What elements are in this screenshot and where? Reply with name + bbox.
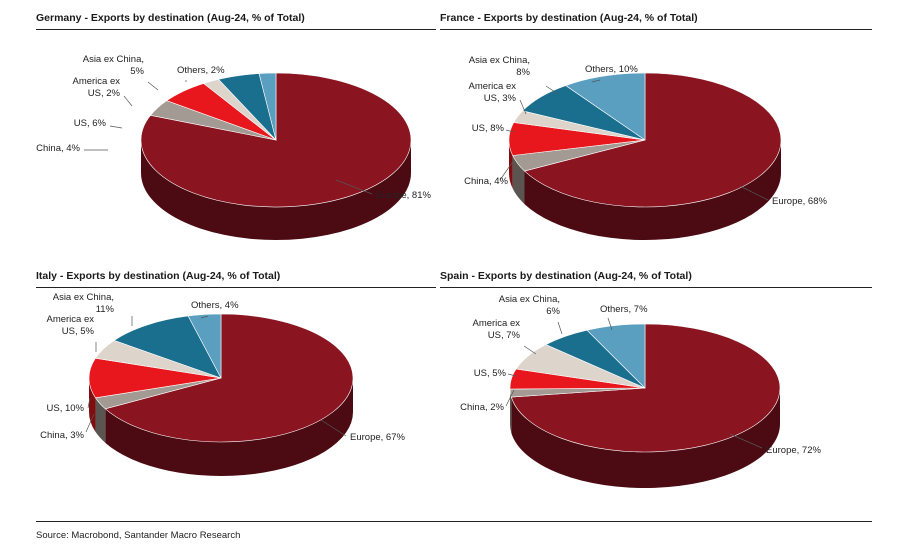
italy-chart: Italy - Exports by destination (Aug-24, … [36,268,476,518]
leader-line-europe [729,433,763,449]
leader-line-us [505,129,515,133]
data-label-europe: Europe, 67% [350,432,405,443]
data-label-america-ex-us: America ex US, 7% [472,318,520,341]
data-label-asia-ex-china: Asia ex China, 11% [53,292,115,315]
data-label-europe: Europe, 72% [766,445,821,456]
title-rule [36,287,436,288]
pie-slice-others [258,72,277,141]
footer-rule [36,521,872,522]
data-label-us: US, 8% [472,123,505,134]
germany-chart: Germany - Exports by destination (Aug-24… [36,10,476,260]
leader-line-others [591,79,601,83]
france-chart: France - Exports by destination (Aug-24,… [440,10,880,260]
pie-slice-us [88,357,222,399]
leader-line-asia-ex-china [147,81,159,91]
data-label-us: US, 5% [474,368,507,379]
leader-line-china [85,413,95,433]
pie-side-europe [105,378,353,476]
leader-line-others [200,315,209,319]
leader-line-asia-ex-china [545,85,559,95]
data-label-america-ex-us: America ex US, 2% [72,76,120,99]
leader-line-america-ex-us [123,95,133,107]
pie-side-europe [141,140,411,240]
data-label-asia-ex-china: Asia ex China, 6% [499,294,561,317]
leader-line-china [505,389,515,407]
pie-side-us [89,378,96,432]
pie-chart-spain: Europe, 72% China, 2% US, 5% America ex US, … [460,294,821,488]
title-rule [440,287,872,288]
pie-sides [141,140,411,240]
leader-line-us [87,397,91,409]
leader-line-america-ex-us [523,345,537,355]
pie-chart-france: Europe, 68% China, 4% US, 8% America ex US, … [464,55,827,241]
data-label-us: US, 6% [74,118,107,129]
source-note: Source: Macrobond, Santander Macro Resea… [36,530,241,541]
leader-line-others [607,317,613,331]
title-rule [440,29,872,30]
data-label-america-ex-us: America ex US, 5% [46,314,94,337]
chart-title: France - Exports by destination (Aug-24,… [440,12,698,24]
chart-title: Spain - Exports by destination (Aug-24, … [440,270,692,282]
data-label-us: US, 10% [47,403,85,414]
data-label-others: Others, 4% [191,300,239,311]
leader-line-us [109,125,123,129]
pie-side-china [95,397,106,443]
data-label-china: China, 4% [36,143,80,154]
pie-side-europe [511,388,780,488]
data-label-europe: Europe, 68% [772,196,827,207]
pie-chart-germany: Europe, 81% China, 4% US, 6% America ex US, … [36,54,431,240]
data-label-america-ex-us: America ex US, 3% [468,81,516,104]
pie-slice-europe [510,323,781,453]
data-label-china: China, 3% [40,430,84,441]
data-label-asia-ex-china: Asia ex China, 5% [83,54,145,77]
leader-line-europe [335,179,373,195]
chart-title: Italy - Exports by destination (Aug-24, … [36,270,281,282]
pie-side-china [510,389,512,434]
pie-slice-europe [523,72,782,208]
data-label-others: Others, 7% [600,304,648,315]
data-label-others: Others, 10% [585,64,638,75]
pie-slice-others [187,313,222,379]
pie-slice-others [565,72,646,141]
pie-sides [89,378,353,476]
data-label-china: China, 4% [464,176,508,187]
leader-line-china [499,159,515,181]
leader-line-europe [739,185,769,201]
data-label-asia-ex-china: Asia ex China, 8% [469,55,531,78]
pie-side-europe [524,140,781,241]
leader-line-us [507,373,517,377]
spain-chart: Spain - Exports by destination (Aug-24, … [440,268,880,518]
leader-line-asia-ex-china [557,321,563,335]
pie-chart-italy: Europe, 67% China, 3% US, 10% America ex US,… [40,292,405,476]
data-label-china: China, 2% [460,402,504,413]
data-label-europe: Europe, 81% [376,190,431,201]
leader-line-europe [320,419,347,437]
pie-slice-europe [104,313,354,443]
chart-title: Germany - Exports by destination (Aug-24… [36,12,305,24]
pie-side-china [512,155,525,205]
title-rule [36,29,436,30]
data-label-others: Others, 2% [177,65,225,76]
pie-slice-others [586,323,646,389]
pie-slice-asia-ex-china [113,315,222,379]
leader-line-america-ex-us [519,99,527,115]
